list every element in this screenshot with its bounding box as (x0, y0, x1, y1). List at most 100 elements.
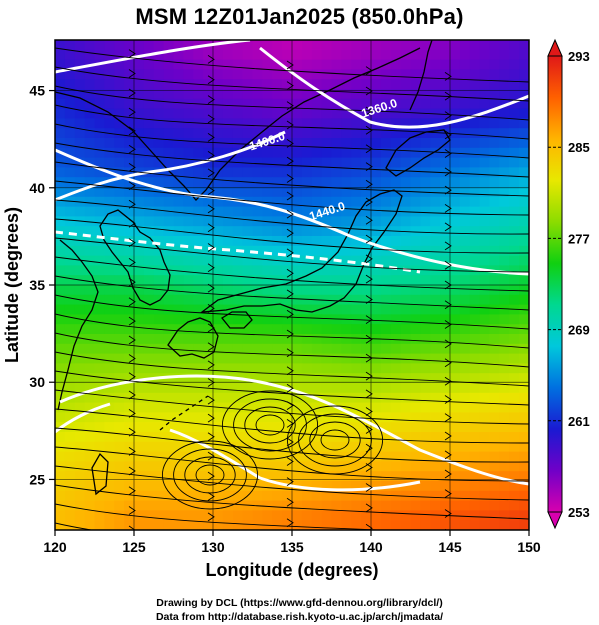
field-cell (509, 402, 520, 413)
field-cell (222, 98, 234, 110)
field-cell (341, 69, 352, 80)
field-cell (232, 451, 244, 462)
field-cell (222, 118, 234, 129)
field-cell (469, 167, 481, 178)
field-cell (519, 226, 529, 237)
field-cell (459, 500, 471, 511)
wind-arrowhead (286, 174, 294, 183)
field-cell (489, 451, 500, 462)
field-cell (272, 187, 283, 198)
field-cell (124, 275, 135, 286)
wind-arrowhead (286, 497, 294, 507)
field-cell (203, 392, 214, 404)
field-cell (262, 324, 273, 335)
field-cell (469, 147, 481, 159)
field-cell (203, 324, 214, 335)
field-cell (153, 98, 165, 110)
field-cell (64, 373, 76, 384)
field-cell (450, 520, 461, 530)
field-cell (64, 226, 76, 237)
field-cell (143, 157, 155, 168)
field-cell (341, 353, 352, 364)
field-cell (74, 353, 86, 364)
field-cell (173, 255, 184, 266)
field-cell (84, 461, 96, 472)
field-cell (104, 265, 115, 276)
field-cell (489, 373, 500, 384)
field-cell (519, 392, 529, 404)
field-cell (390, 147, 402, 159)
field-cell (410, 138, 421, 149)
field-cell (479, 461, 491, 472)
field-cell (509, 334, 520, 345)
field-cell (153, 412, 165, 423)
field-cell (390, 441, 402, 453)
field-cell (430, 392, 441, 404)
field-cell (193, 206, 204, 217)
field-cell (153, 216, 165, 227)
field-cell (509, 432, 520, 443)
field-cell (440, 343, 451, 355)
field-cell (104, 441, 115, 453)
field-cell (183, 520, 194, 530)
field-cell (420, 89, 431, 100)
field-cell (361, 265, 372, 276)
field-cell (94, 334, 105, 345)
field-cell (469, 236, 481, 247)
field-cell (153, 422, 165, 433)
coastline-layer (55, 40, 451, 496)
field-cell (430, 402, 441, 413)
field-cell (114, 128, 125, 139)
field-cell (262, 441, 273, 453)
wind-arrowhead (444, 149, 452, 158)
field-cell (420, 471, 431, 482)
field-cell (321, 324, 333, 335)
field-cell (321, 520, 333, 530)
field-cell (94, 236, 105, 247)
field-cell (124, 383, 135, 394)
field-cell (489, 441, 500, 453)
field-cell (232, 304, 244, 315)
field-cell (410, 432, 421, 443)
field-cell (134, 383, 145, 394)
field-cell (341, 157, 352, 168)
field-cell (252, 118, 263, 129)
field-cell (380, 196, 392, 208)
wind-streamline (55, 351, 529, 387)
field-cell (361, 275, 372, 286)
field-cell (509, 510, 520, 521)
field-cell (232, 177, 244, 188)
field-cell (262, 471, 273, 482)
field-cell (242, 89, 254, 100)
field-cell (173, 334, 184, 345)
field-cell (262, 383, 273, 394)
field-cell (459, 49, 471, 61)
field-cell (292, 490, 303, 502)
field-cell (213, 79, 224, 90)
field-cell (262, 89, 273, 100)
field-cell (104, 490, 115, 502)
field-cell (143, 324, 155, 335)
field-cell (450, 138, 461, 149)
field-cell (459, 236, 471, 247)
x-tick-label: 130 (201, 539, 225, 555)
field-cell (341, 59, 352, 70)
field-cell (252, 412, 263, 423)
field-cell (282, 402, 293, 413)
field-cell (469, 157, 481, 168)
field-cell (64, 187, 76, 198)
field-cell (410, 79, 421, 90)
field-cell (55, 275, 66, 286)
field-cell (410, 118, 421, 129)
field-cell (173, 314, 184, 325)
field-cell (450, 236, 461, 247)
field-cell (134, 432, 145, 443)
field-cell (134, 196, 145, 208)
field-cell (143, 392, 155, 404)
field-cell (193, 167, 204, 178)
field-cell (469, 314, 481, 325)
field-cell (489, 334, 500, 345)
field-cell (311, 383, 323, 394)
field-cell (173, 79, 184, 90)
field-cell (499, 49, 510, 61)
